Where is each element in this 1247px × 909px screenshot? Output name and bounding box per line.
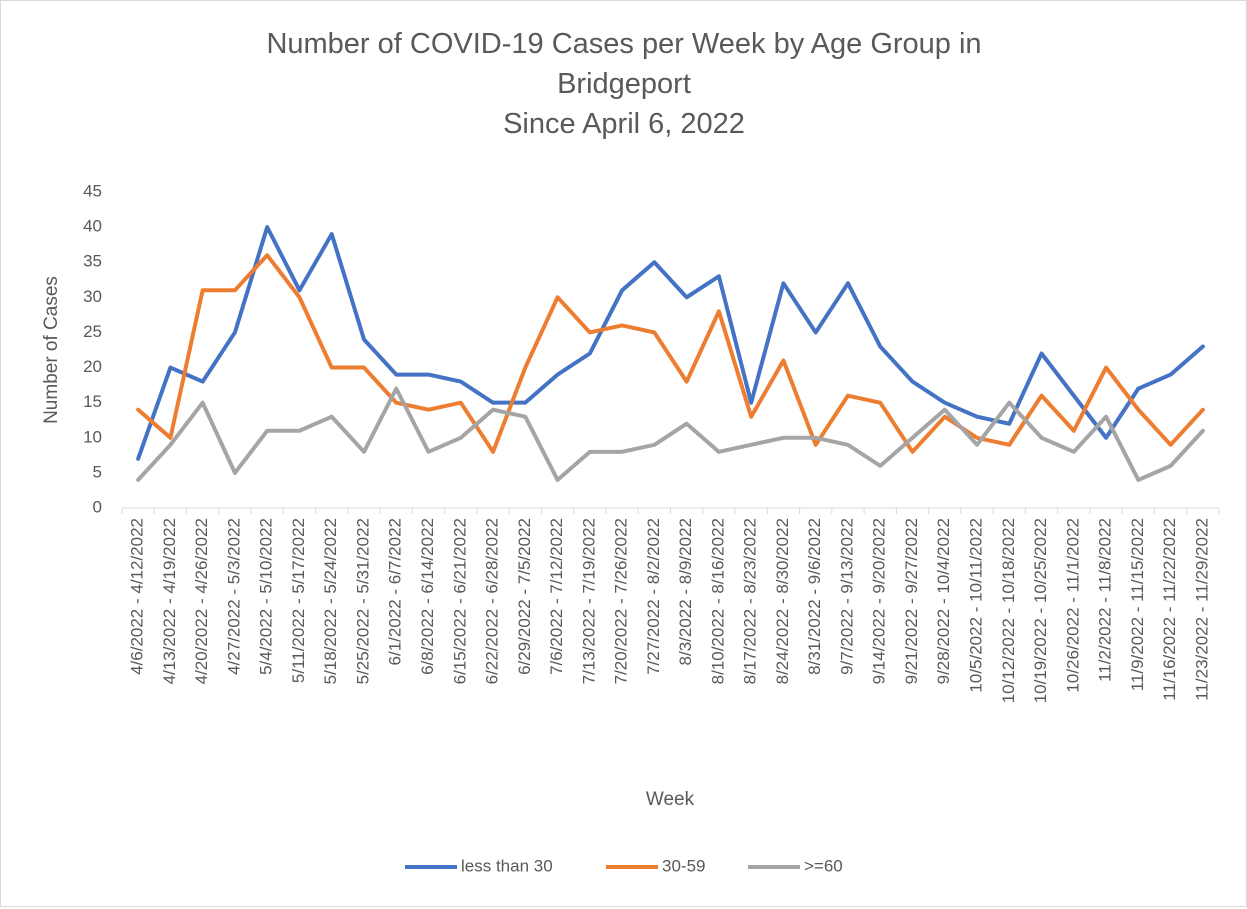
x-tick-label: 8/10/2022 - 8/16/2022	[708, 518, 727, 684]
y-tick-label: 10	[83, 427, 102, 446]
x-tick-label: 4/6/2022 - 4/12/2022	[128, 518, 147, 675]
x-axis-label: Week	[646, 789, 695, 810]
x-tick-label: 4/20/2022 - 4/26/2022	[192, 518, 211, 684]
x-tick-label: 11/23/2022 - 11/29/2022	[1192, 518, 1211, 701]
y-tick-label: 40	[83, 217, 102, 236]
legend-label: 30-59	[662, 856, 705, 875]
y-tick-label: 20	[83, 357, 102, 376]
y-tick-label: 0	[93, 497, 102, 516]
y-tick-label: 25	[83, 322, 102, 341]
x-tick-label: 8/3/2022 - 8/9/2022	[676, 518, 695, 665]
x-tick-label: 6/8/2022 - 6/14/2022	[418, 518, 437, 675]
x-tick-label: 5/4/2022 - 5/10/2022	[257, 518, 276, 675]
x-tick-label: 10/19/2022 - 10/25/2022	[1031, 518, 1050, 703]
y-tick-label: 45	[83, 181, 102, 200]
chart-title: Number of COVID-19 Cases per Week by Age…	[204, 24, 1044, 144]
x-tick-label: 9/7/2022 - 9/13/2022	[837, 518, 856, 675]
x-tick-label: 10/12/2022 - 10/18/2022	[999, 518, 1018, 703]
y-tick-label: 5	[93, 462, 102, 481]
x-tick-label: 7/6/2022 - 7/12/2022	[547, 518, 566, 675]
series-line	[136, 386, 1205, 482]
x-tick-label: 7/20/2022 - 7/26/2022	[612, 518, 631, 684]
series-line	[136, 225, 1205, 461]
x-tick-label: 10/26/2022 - 11/1/2022	[1063, 518, 1082, 693]
y-tick-label: 15	[83, 392, 102, 411]
x-tick-label: 6/15/2022 - 6/21/2022	[450, 518, 469, 684]
title-sub: Since April 6, 2022	[503, 108, 745, 140]
x-tick-label: 6/22/2022 - 6/28/2022	[483, 518, 502, 684]
x-tick-label: 10/5/2022 - 10/11/2022	[966, 518, 985, 693]
x-tick-label: 8/24/2022 - 8/30/2022	[773, 518, 792, 684]
x-tick-label: 8/17/2022 - 8/23/2022	[741, 518, 760, 684]
title-main: Number of COVID-19 Cases per Week by Age…	[266, 28, 982, 100]
x-tick-label: 11/9/2022 - 11/15/2022	[1128, 518, 1147, 691]
x-tick-label: 5/11/2022 - 5/17/2022	[289, 518, 308, 683]
x-tick-label: 9/28/2022 - 10/4/2022	[934, 518, 953, 684]
x-tick-label: 11/2/2022 - 11/8/2022	[1096, 518, 1115, 682]
x-tick-label: 6/29/2022 - 7/5/2022	[515, 518, 534, 675]
legend-label: >=60	[804, 856, 843, 875]
x-tick-label: 9/21/2022 - 9/27/2022	[902, 518, 921, 684]
x-tick-label: 6/1/2022 - 6/7/2022	[386, 518, 405, 665]
x-tick-label: 9/14/2022 - 9/20/2022	[870, 518, 889, 684]
x-tick-label: 4/13/2022 - 4/19/2022	[160, 518, 179, 684]
y-tick-label: 30	[83, 287, 102, 306]
x-tick-label: 7/13/2022 - 7/19/2022	[579, 518, 598, 684]
x-tick-label: 5/18/2022 - 5/24/2022	[321, 518, 340, 684]
y-axis-label: Number of Cases	[41, 276, 62, 424]
x-tick-label: 11/16/2022 - 11/22/2022	[1160, 518, 1179, 701]
legend-label: less than 30	[461, 856, 553, 875]
y-tick-label: 35	[83, 252, 102, 271]
x-tick-label: 8/31/2022 - 9/6/2022	[805, 518, 824, 675]
x-tick-label: 4/27/2022 - 5/3/2022	[224, 518, 243, 675]
x-tick-label: 7/27/2022 - 8/2/2022	[644, 518, 663, 675]
x-tick-label: 5/25/2022 - 5/31/2022	[353, 518, 372, 684]
